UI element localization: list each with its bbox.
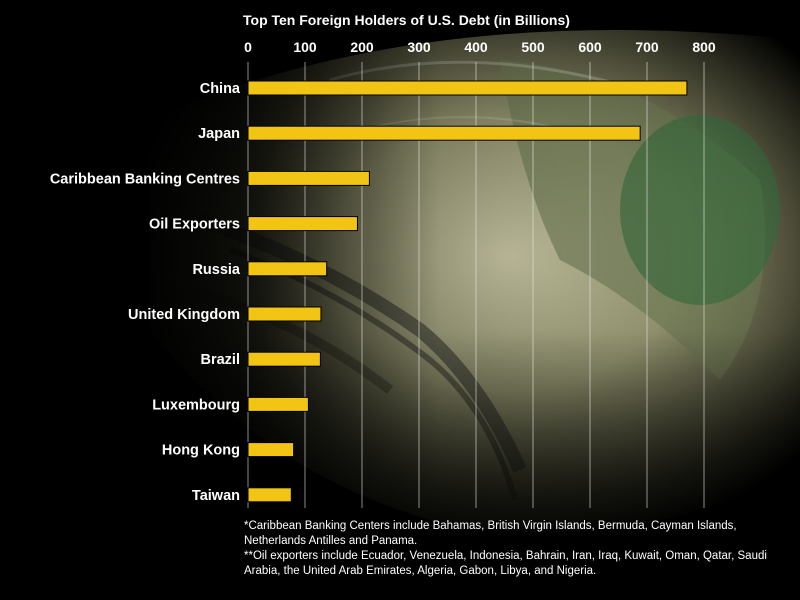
x-tick-label-100: 100 — [293, 39, 317, 55]
category-label-oil-exporters: Oil Exporters — [149, 217, 240, 233]
x-tick-label-800: 800 — [692, 39, 716, 55]
x-tick-label-200: 200 — [350, 39, 374, 55]
category-label-taiwan: Taiwan — [192, 488, 240, 504]
x-tick-label-600: 600 — [578, 39, 602, 55]
category-label-brazil: Brazil — [201, 352, 241, 368]
bar-luxembourg — [247, 396, 309, 412]
category-label-russia: Russia — [192, 262, 240, 278]
x-axis-ticks: 0 100 200 300 400 500 600 700 800 — [244, 39, 716, 55]
bar-united-kingdom — [247, 306, 322, 322]
bar-japan — [247, 125, 641, 141]
category-label-united-kingdom: United Kingdom — [128, 307, 240, 323]
x-tick-label-300: 300 — [407, 39, 431, 55]
bars — [247, 80, 688, 503]
bar-caribbean-banking-centres — [247, 170, 370, 186]
bar-hong-kong — [247, 442, 295, 458]
footnotes: *Caribbean Banking Centers include Baham… — [244, 519, 794, 579]
category-label-china: China — [200, 81, 241, 97]
x-tick-label-400: 400 — [464, 39, 488, 55]
category-label-japan: Japan — [198, 126, 240, 142]
chart-title: Top Ten Foreign Holders of U.S. Debt (in… — [243, 12, 570, 28]
x-tick-label-700: 700 — [635, 39, 659, 55]
category-label-caribbean-banking-centres: Caribbean Banking Centres — [50, 171, 240, 187]
bar-brazil — [247, 351, 321, 367]
category-label-hong-kong: Hong Kong — [162, 443, 240, 459]
bar-oil-exporters — [247, 216, 358, 232]
footnote-oil-exporters: **Oil exporters include Ecuador, Venezue… — [244, 550, 767, 577]
footnote-caribbean: *Caribbean Banking Centers include Baham… — [244, 520, 737, 547]
bar-china — [247, 80, 688, 96]
bar-taiwan — [247, 487, 292, 503]
x-tick-label-0: 0 — [244, 39, 252, 55]
category-labels: China Japan Caribbean Banking Centres Oil E… — [50, 81, 241, 504]
bar-russia — [247, 261, 328, 277]
x-tick-label-500: 500 — [521, 39, 545, 55]
category-label-luxembourg: Luxembourg — [152, 397, 240, 413]
